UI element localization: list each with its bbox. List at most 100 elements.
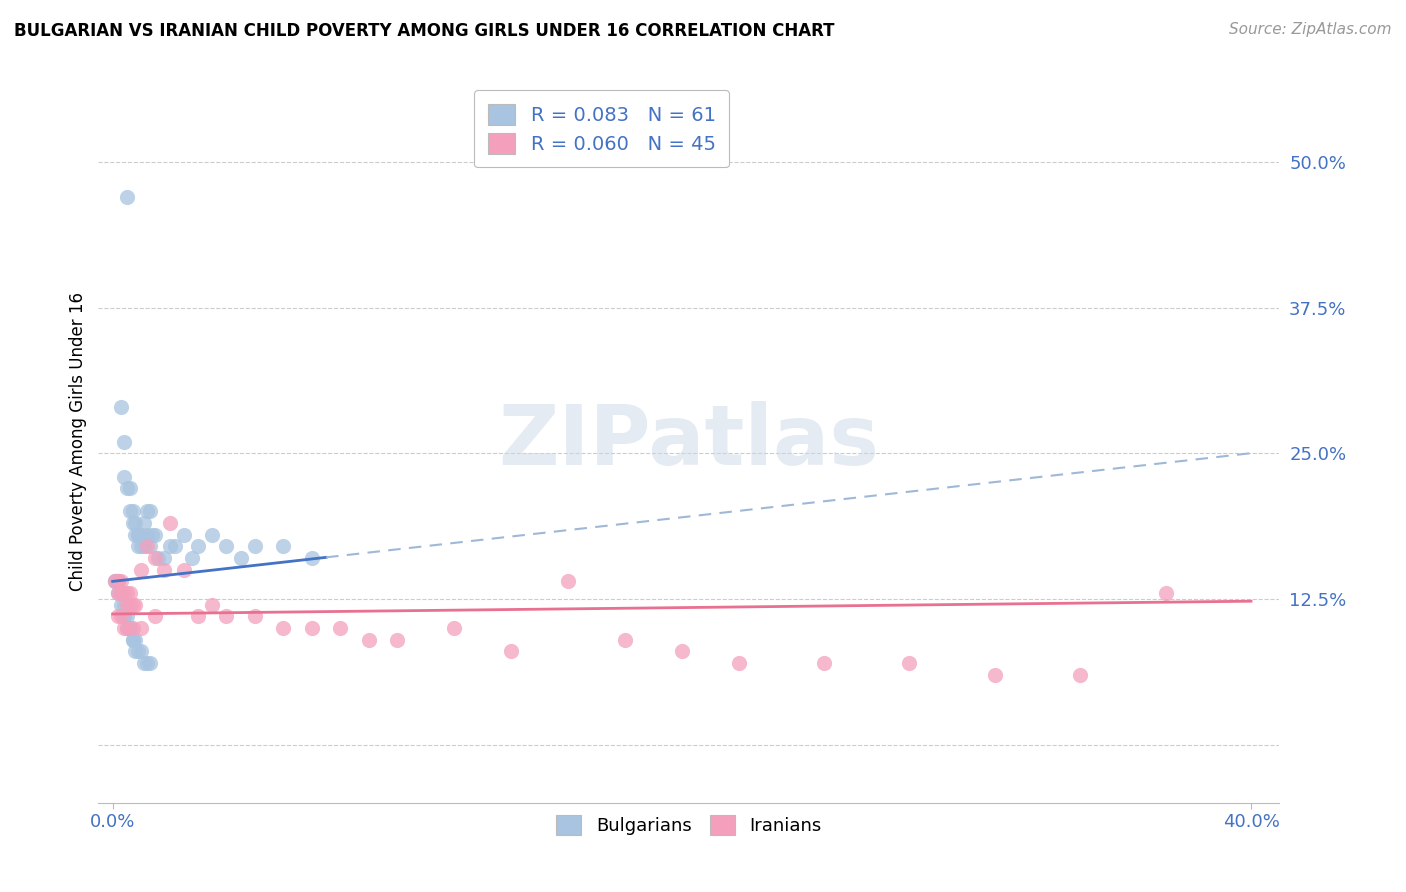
Point [229, 551, 252, 566]
Point [135, 656, 157, 670]
Point [112, 598, 135, 612]
Point [135, 504, 157, 518]
Point [143, 528, 166, 542]
Point [115, 586, 138, 600]
Point [121, 632, 143, 647]
Point [107, 609, 129, 624]
Point [127, 644, 149, 658]
Point [143, 551, 166, 566]
Point [153, 563, 176, 577]
Text: BULGARIAN VS IRANIAN CHILD POVERTY AMONG GIRLS UNDER 16 CORRELATION CHART: BULGARIAN VS IRANIAN CHILD POVERTY AMONG… [14, 22, 835, 40]
Point [124, 528, 146, 542]
Point [499, 644, 522, 658]
Point [1069, 667, 1091, 681]
Point [129, 644, 152, 658]
Point [387, 632, 409, 647]
Point [132, 540, 155, 554]
Point [813, 656, 835, 670]
Point [115, 621, 138, 635]
Point [115, 190, 138, 204]
Point [243, 609, 266, 624]
Point [301, 551, 323, 566]
Point [104, 574, 127, 589]
Point [112, 621, 135, 635]
Point [201, 598, 224, 612]
Point [153, 551, 176, 566]
Point [110, 609, 132, 624]
Point [110, 598, 132, 612]
Point [115, 609, 138, 624]
Point [443, 621, 465, 635]
Point [104, 574, 127, 589]
Point [127, 528, 149, 542]
Point [121, 632, 143, 647]
Point [165, 540, 187, 554]
Text: Source: ZipAtlas.com: Source: ZipAtlas.com [1229, 22, 1392, 37]
Point [727, 656, 749, 670]
Point [273, 540, 295, 554]
Text: ZIPatlas: ZIPatlas [499, 401, 879, 482]
Point [135, 528, 157, 542]
Point [1154, 586, 1177, 600]
Point [115, 481, 138, 495]
Point [107, 574, 129, 589]
Point [121, 516, 143, 530]
Point [121, 504, 143, 518]
Point [159, 516, 181, 530]
Point [173, 528, 195, 542]
Point [138, 540, 160, 554]
Point [129, 563, 152, 577]
Point [121, 598, 143, 612]
Point [110, 574, 132, 589]
Point [129, 540, 152, 554]
Point [132, 656, 155, 670]
Point [135, 540, 157, 554]
Point [215, 609, 238, 624]
Point [110, 586, 132, 600]
Point [121, 621, 143, 635]
Point [110, 400, 132, 414]
Point [112, 609, 135, 624]
Point [129, 621, 152, 635]
Point [138, 656, 160, 670]
Point [215, 540, 238, 554]
Point [124, 632, 146, 647]
Point [112, 469, 135, 483]
Point [110, 586, 132, 600]
Y-axis label: Child Poverty Among Girls Under 16: Child Poverty Among Girls Under 16 [69, 292, 87, 591]
Point [984, 667, 1007, 681]
Point [671, 644, 693, 658]
Point [357, 632, 380, 647]
Point [107, 586, 129, 600]
Point [329, 621, 352, 635]
Point [187, 609, 209, 624]
Point [118, 598, 141, 612]
Point [107, 586, 129, 600]
Point [118, 586, 141, 600]
Point [557, 574, 579, 589]
Point [613, 632, 636, 647]
Point [112, 586, 135, 600]
Point [141, 528, 163, 542]
Point [107, 574, 129, 589]
Point [132, 516, 155, 530]
Point [112, 434, 135, 449]
Point [124, 516, 146, 530]
Point [118, 621, 141, 635]
Point [118, 504, 141, 518]
Point [124, 598, 146, 612]
Point [898, 656, 921, 670]
Point [127, 528, 149, 542]
Legend: Bulgarians, Iranians: Bulgarians, Iranians [544, 803, 834, 848]
Point [115, 598, 138, 612]
Point [273, 621, 295, 635]
Point [181, 551, 204, 566]
Point [301, 621, 323, 635]
Point [118, 481, 141, 495]
Point [110, 586, 132, 600]
Point [112, 609, 135, 624]
Point [201, 528, 224, 542]
Point [115, 621, 138, 635]
Point [143, 609, 166, 624]
Point [173, 563, 195, 577]
